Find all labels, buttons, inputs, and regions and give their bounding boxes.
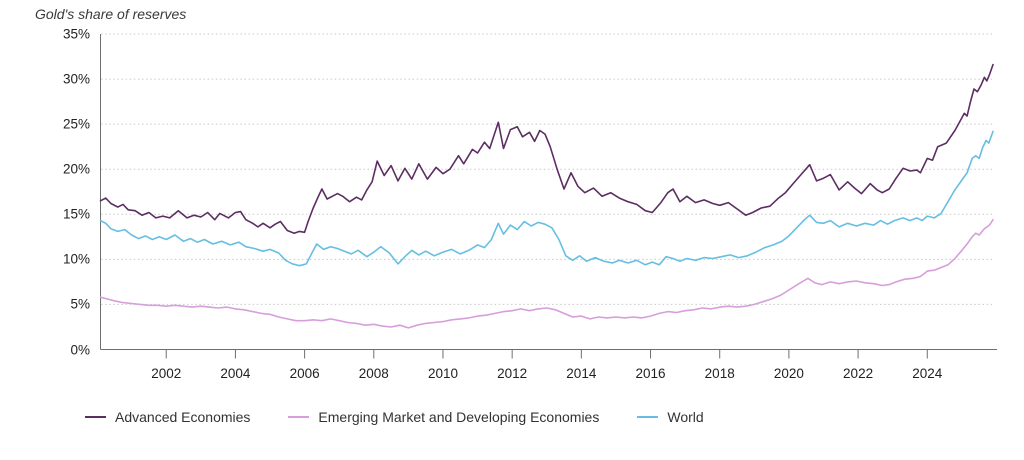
legend-label: Emerging Market and Developing Economies (318, 409, 600, 425)
legend-item-advanced-economies: Advanced Economies (85, 409, 250, 425)
legend-line-swatch (637, 416, 659, 418)
chart-title: Gold's share of reserves (35, 6, 187, 22)
x-tick-label: 2014 (566, 366, 597, 381)
x-tick-label: 2018 (704, 366, 735, 381)
x-tick-label: 2010 (427, 366, 458, 381)
series-line-advanced-economies (99, 63, 994, 234)
x-tick-label: 2012 (497, 366, 528, 381)
y-tick-label: 10% (62, 251, 90, 267)
legend-label: Advanced Economies (115, 409, 251, 425)
x-tick-label: 2002 (151, 366, 182, 381)
chart-legend: Advanced Economies Emerging Market and De… (85, 409, 704, 425)
legend-item-world: World (637, 409, 704, 425)
series-line-emerging-market-and-developing-economies (99, 218, 994, 329)
y-tick-label: 5% (70, 296, 90, 312)
y-tick-label: 20% (62, 161, 90, 177)
x-tick-label: 2024 (912, 366, 943, 381)
x-tick-label: 2008 (358, 366, 389, 381)
y-tick-label: 0% (70, 342, 90, 357)
series-line-world (99, 130, 994, 267)
x-tick-label: 2016 (635, 366, 666, 381)
y-tick-label: 30% (62, 71, 90, 87)
y-tick-label: 25% (62, 116, 90, 132)
x-tick-label: 2006 (289, 366, 320, 381)
x-tick-label: 2004 (220, 366, 251, 381)
legend-label: World (667, 409, 704, 425)
x-tick-label: 2022 (843, 366, 874, 381)
y-tick-label: 15% (62, 206, 90, 222)
legend-item-emerging-market-and-developing-economies: Emerging Market and Developing Economies (288, 409, 599, 425)
legend-line-swatch (288, 416, 310, 418)
y-tick-label: 35% (62, 26, 90, 42)
legend-line-swatch (85, 416, 106, 418)
x-tick-label: 2020 (773, 366, 804, 381)
